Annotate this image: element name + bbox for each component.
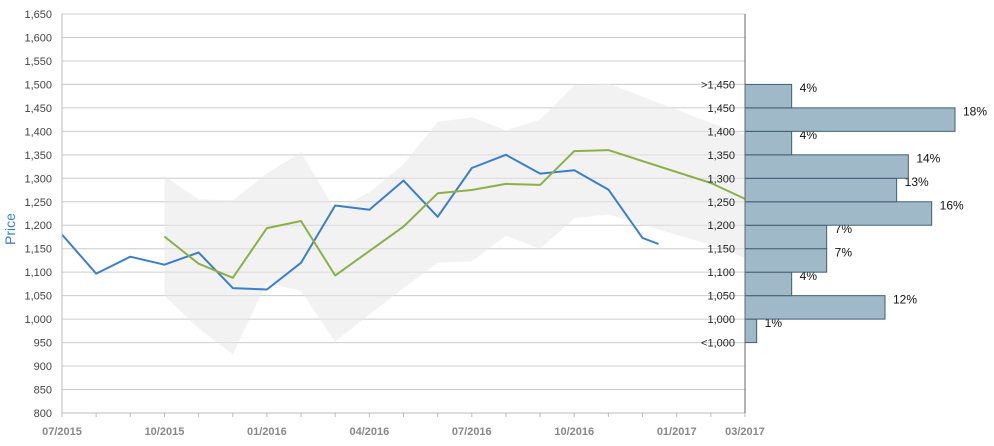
y-tick-label: 1,200 — [24, 220, 52, 232]
y-tick-label: 1,450 — [24, 103, 52, 115]
histogram-percent-label: 4% — [800, 81, 818, 95]
y-tick-label: 1,550 — [24, 56, 52, 68]
histogram-percent-label: 16% — [940, 199, 964, 213]
axes: 800 850 900 950 1,000 1,050 1,100 1,150 1,200 1,2… — [24, 9, 764, 438]
y-tick-label: 850 — [34, 385, 52, 397]
price-series-line — [61, 153, 659, 291]
y-tick-label: 1,400 — [24, 126, 52, 138]
y-tick-label: 1,500 — [24, 79, 52, 91]
histogram-percent-label: 7% — [835, 245, 853, 259]
histogram-bar — [744, 130, 793, 156]
x-tick-label: 07/2016 — [452, 426, 492, 438]
histogram-bar — [744, 154, 909, 179]
y-tick-label: 1,050 — [24, 291, 52, 303]
histogram-percent-label: 12% — [893, 292, 917, 306]
y-tick-label: 1,300 — [24, 173, 52, 185]
distribution-histogram: 1%<1,00012%1,0004%1,0507%1,1007%1,15016%… — [701, 79, 987, 349]
confidence-band — [164, 83, 745, 355]
y-tick-label: 1,150 — [24, 244, 52, 256]
confidence-band-area — [164, 83, 745, 355]
y-tick-label: 800 — [34, 408, 52, 420]
y-tick-label: 950 — [34, 338, 52, 350]
histogram-bin-label: 1,100 — [707, 267, 735, 279]
histogram-bin-label: 1,300 — [707, 173, 735, 185]
histogram-bar — [744, 83, 793, 109]
y-tick-label: 900 — [34, 361, 52, 373]
histogram-percent-label: 13% — [905, 175, 929, 189]
histogram-bar — [744, 295, 886, 320]
x-tick-label: 07/2015 — [42, 426, 82, 438]
histogram-bin-label: 1,450 — [707, 103, 735, 115]
series-lines — [61, 149, 746, 291]
histogram-bar — [744, 224, 828, 250]
histogram-bin-label: 1,050 — [707, 291, 735, 303]
y-tick-label: 1,100 — [24, 267, 52, 279]
histogram-bar — [744, 107, 956, 132]
histogram-bar — [744, 248, 828, 273]
forecast-series-line — [163, 149, 746, 279]
y-tick-label: 1,650 — [24, 9, 52, 21]
histogram-bar — [744, 271, 793, 297]
histogram-bin-label: 1,250 — [707, 197, 735, 209]
y-tick-label: 1,250 — [24, 197, 52, 209]
histogram-bar — [744, 318, 758, 344]
histogram-bar — [744, 201, 933, 226]
histogram-bin-label: 1,150 — [707, 244, 735, 256]
histogram-bin-label: <1,000 — [701, 338, 735, 350]
x-tick-label: 10/2015 — [145, 426, 185, 438]
y-tick-label: 1,600 — [24, 32, 52, 44]
x-tick-label: 10/2016 — [554, 426, 594, 438]
histogram-bin-label: 1,400 — [707, 126, 735, 138]
x-tick-label: 01/2017 — [657, 426, 697, 438]
x-tick-label: 01/2016 — [247, 426, 287, 438]
histogram-bin-label: 1,350 — [707, 150, 735, 162]
histogram-bar — [744, 177, 898, 203]
y-axis-label: Price — [2, 213, 18, 245]
histogram-top-bin-label: >1,450 — [701, 79, 735, 91]
histogram-percent-label: 14% — [916, 152, 940, 166]
x-tick-label: 03/2017 — [725, 426, 765, 438]
y-tick-label: 1,350 — [24, 150, 52, 162]
y-tick-label: 1,000 — [24, 314, 52, 326]
histogram-bin-label: 1,200 — [707, 220, 735, 232]
x-tick-label: 04/2016 — [349, 426, 389, 438]
histogram-bin-label: 1,000 — [707, 314, 735, 326]
histogram-percent-label: 18% — [963, 105, 987, 119]
